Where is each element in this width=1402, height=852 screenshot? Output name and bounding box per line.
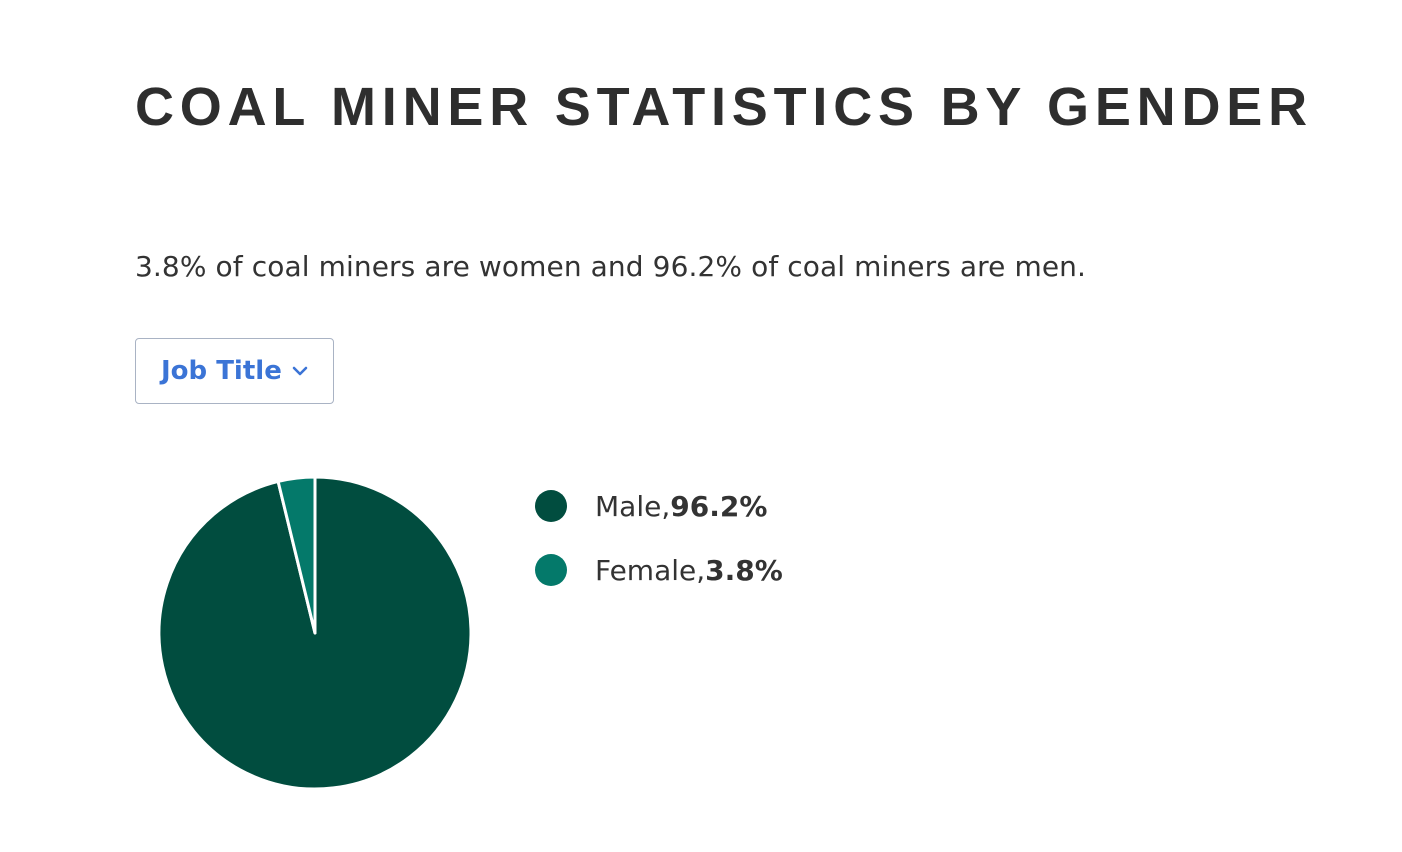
pie-slice-female[interactable] (276, 475, 317, 635)
legend-value-male: 96.2% (670, 489, 768, 523)
legend-swatch-male (535, 490, 567, 522)
legend-swatch-female (535, 554, 567, 586)
dropdown-label: Job Title (161, 356, 282, 386)
legend-label-male: Male, (595, 489, 671, 523)
legend-item-female: Female, 3.8% (535, 538, 783, 602)
job-title-dropdown[interactable]: Job Title (135, 338, 334, 404)
legend-item-male: Male, 96.2% (535, 474, 783, 538)
chart-legend: Male, 96.2% Female, 3.8% (535, 474, 783, 602)
page-title: COAL MINER STATISTICS BY GENDER (135, 77, 1313, 137)
pie-chart (157, 475, 473, 791)
summary-text: 3.8% of coal miners are women and 96.2% … (135, 250, 1087, 283)
legend-value-female: 3.8% (705, 553, 783, 587)
legend-label-female: Female, (595, 553, 706, 587)
chevron-down-icon (292, 366, 308, 376)
